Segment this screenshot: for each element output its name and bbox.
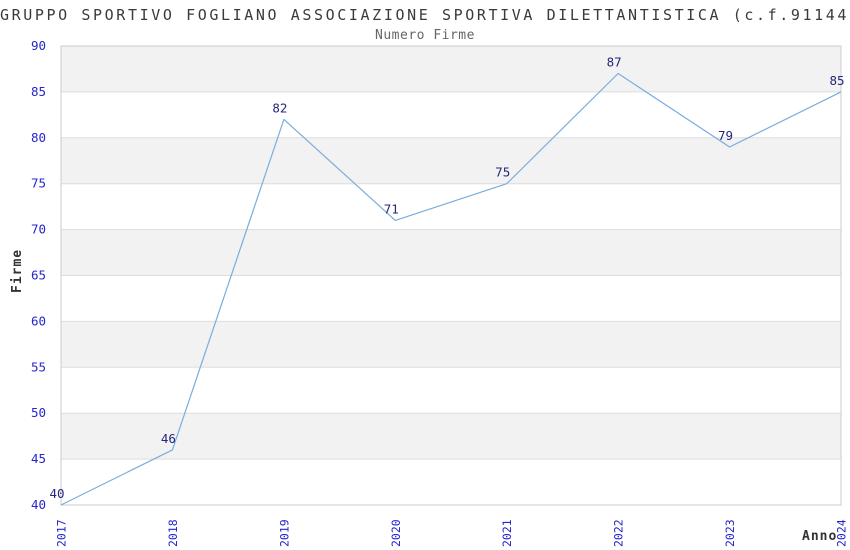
data-point-label: 40 [49,486,64,501]
data-point-label: 75 [495,165,510,180]
data-point-label: 46 [161,431,176,446]
data-point-label: 87 [607,55,622,70]
y-tick-label: 40 [31,497,46,512]
y-tick-label: 90 [31,38,46,53]
x-tick-label: 2017 [55,519,69,547]
y-tick-label: 75 [31,176,46,191]
y-tick-label: 65 [31,268,46,283]
y-tick-label: 70 [31,222,46,237]
data-point-label: 82 [272,100,287,115]
x-tick-label: 2021 [500,519,514,547]
y-tick-label: 45 [31,451,46,466]
background-band [61,321,841,368]
y-tick-label: 80 [31,130,46,145]
y-tick-label: 55 [31,359,46,374]
plot-border [60,45,842,506]
x-tick-label: 2018 [166,519,180,547]
y-tick-label: 85 [31,84,46,99]
data-series-line [60,72,842,506]
data-point-label: 79 [718,128,733,143]
y-tick-label: 60 [31,313,46,328]
background-band [61,413,841,460]
x-tick-label: 2022 [612,519,626,547]
background-band [61,229,841,276]
x-tick-label: 2024 [835,519,849,547]
background-band [61,46,841,92]
x-tick-label: 2023 [723,519,737,547]
x-tick-label: 2019 [277,519,291,547]
x-axis-label: Anno [802,529,838,544]
chart-subtitle: Numero Firme [375,28,475,43]
data-point-label: 85 [829,73,844,88]
y-tick-label: 50 [31,405,46,420]
background-band [61,137,841,184]
x-tick-label: 2020 [389,519,403,547]
data-point-label: 71 [384,201,399,216]
chart-title: GRUPPO SPORTIVO FOGLIANO ASSOCIAZIONE SP… [0,6,850,24]
